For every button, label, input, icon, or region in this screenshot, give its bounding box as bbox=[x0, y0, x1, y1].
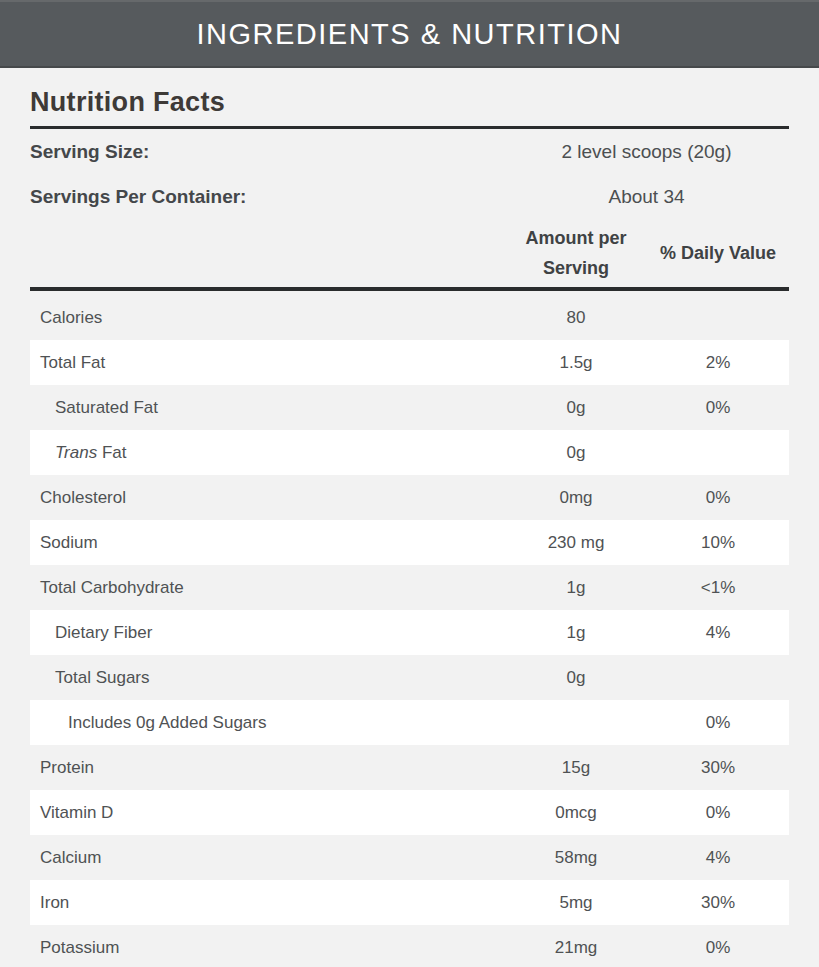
servings-per-container-row: Servings Per Container: About 34 bbox=[30, 174, 789, 219]
nutrient-daily-value: 10% bbox=[647, 533, 789, 553]
nutrient-label: Total Fat bbox=[30, 353, 505, 373]
nutrient-label: Calories bbox=[30, 308, 505, 328]
nutrient-amount: 0g bbox=[505, 398, 647, 418]
servings-per-container-value: About 34 bbox=[504, 186, 789, 208]
nutrient-daily-value: 0% bbox=[647, 398, 789, 418]
table-row: Protein15g30% bbox=[30, 745, 789, 790]
table-row: Trans Fat0g bbox=[30, 430, 789, 475]
amount-per-serving-header: Amount per Serving bbox=[505, 223, 647, 283]
table-row: Dietary Fiber1g4% bbox=[30, 610, 789, 655]
nutrition-facts-title: Nutrition Facts bbox=[30, 87, 789, 118]
nutrient-daily-value: 4% bbox=[647, 848, 789, 868]
table-row: Total Carbohydrate1g<1% bbox=[30, 565, 789, 610]
table-row: Potassium21mg0% bbox=[30, 925, 789, 967]
nutrient-amount: 5mg bbox=[505, 893, 647, 913]
nutrition-panel: Nutrition Facts Serving Size: 2 level sc… bbox=[0, 87, 819, 967]
nutrition-table: Calories80Total Fat1.5g2%Saturated Fat0g… bbox=[30, 295, 789, 967]
nutrient-label: Trans Fat bbox=[30, 443, 505, 463]
nutrient-amount: 15g bbox=[505, 758, 647, 778]
serving-size-row: Serving Size: 2 level scoops (20g) bbox=[30, 129, 789, 174]
nutrient-daily-value: 0% bbox=[647, 488, 789, 508]
table-row: Cholesterol0mg0% bbox=[30, 475, 789, 520]
nutrient-amount: 0g bbox=[505, 668, 647, 688]
nutrient-label: Total Sugars bbox=[30, 668, 505, 688]
nutrient-amount: 0mg bbox=[505, 488, 647, 508]
servings-per-container-label: Servings Per Container: bbox=[30, 186, 504, 208]
nutrient-amount: 230 mg bbox=[505, 533, 647, 553]
column-header-row: Amount per Serving % Daily Value bbox=[30, 219, 789, 287]
table-row: Saturated Fat0g0% bbox=[30, 385, 789, 430]
nutrient-daily-value: 4% bbox=[647, 623, 789, 643]
nutrient-label: Sodium bbox=[30, 533, 505, 553]
nutrient-amount: 21mg bbox=[505, 938, 647, 958]
table-row: Includes 0g Added Sugars 0% bbox=[30, 700, 789, 745]
nutrient-amount: 0mcg bbox=[505, 803, 647, 823]
table-row: Iron5mg30% bbox=[30, 880, 789, 925]
table-row: Sodium230 mg10% bbox=[30, 520, 789, 565]
nutrient-daily-value: 30% bbox=[647, 758, 789, 778]
serving-size-label: Serving Size: bbox=[30, 141, 504, 163]
table-row: Total Fat1.5g2% bbox=[30, 340, 789, 385]
nutrient-label: Cholesterol bbox=[30, 488, 505, 508]
serving-size-value: 2 level scoops (20g) bbox=[504, 141, 789, 163]
table-row: Calcium58mg4% bbox=[30, 835, 789, 880]
nutrient-amount: 1g bbox=[505, 623, 647, 643]
nutrient-label: Calcium bbox=[30, 848, 505, 868]
nutrient-daily-value: 0% bbox=[647, 938, 789, 958]
nutrient-label: Protein bbox=[30, 758, 505, 778]
nutrient-daily-value: <1% bbox=[647, 578, 789, 598]
daily-value-header: % Daily Value bbox=[647, 238, 789, 268]
nutrient-daily-value: 30% bbox=[647, 893, 789, 913]
nutrient-amount: 0g bbox=[505, 443, 647, 463]
nutrient-amount: 1.5g bbox=[505, 353, 647, 373]
nutrient-amount: 1g bbox=[505, 578, 647, 598]
nutrient-label: Vitamin D bbox=[30, 803, 505, 823]
section-banner: INGREDIENTS & NUTRITION bbox=[0, 0, 819, 68]
section-banner-title: INGREDIENTS & NUTRITION bbox=[196, 18, 622, 51]
table-row: Total Sugars0g bbox=[30, 655, 789, 700]
nutrient-amount: 58mg bbox=[505, 848, 647, 868]
nutrient-daily-value: 2% bbox=[647, 353, 789, 373]
nutrient-label: Saturated Fat bbox=[30, 398, 505, 418]
table-row: Calories80 bbox=[30, 295, 789, 340]
nutrient-daily-value: 0% bbox=[647, 713, 789, 733]
table-row: Vitamin D0mcg0% bbox=[30, 790, 789, 835]
nutrient-label: Dietary Fiber bbox=[30, 623, 505, 643]
nutrient-amount: 80 bbox=[505, 308, 647, 328]
nutrient-label: Includes 0g Added Sugars bbox=[30, 713, 505, 733]
nutrient-daily-value: 0% bbox=[647, 803, 789, 823]
nutrient-label: Total Carbohydrate bbox=[30, 578, 505, 598]
nutrient-label: Iron bbox=[30, 893, 505, 913]
nutrient-label: Potassium bbox=[30, 938, 505, 958]
